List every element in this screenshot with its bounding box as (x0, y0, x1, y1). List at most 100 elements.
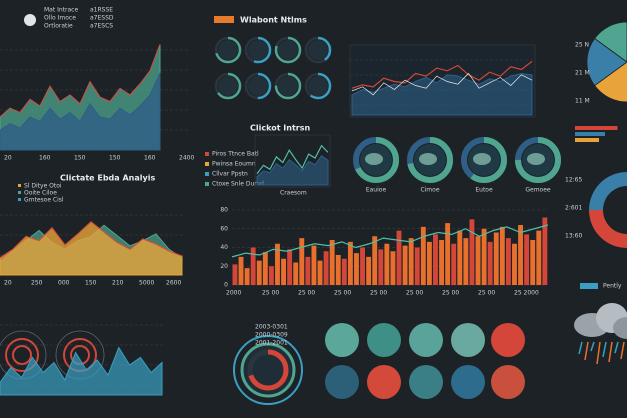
bar (305, 256, 311, 285)
ring-value (244, 36, 272, 64)
y-tick-label: 20 (220, 263, 228, 270)
y-tick-label: 40 (220, 244, 228, 251)
y-tick-label: 60 (220, 225, 228, 232)
rain-drop (596, 341, 601, 365)
x-tick-label: 210 (112, 280, 124, 287)
x-tick-label: 25 00 (406, 290, 423, 297)
legend-swatch (580, 283, 598, 289)
y-tick-label: 80 (220, 207, 228, 214)
panel-title: Clickot Intrsn (250, 124, 311, 133)
x-tick-label: 25 00 (442, 290, 459, 297)
bar (360, 247, 365, 285)
bar (232, 264, 238, 285)
rain-drop (608, 341, 613, 363)
rain-drop (584, 341, 589, 361)
line (0, 44, 161, 118)
ring-value (214, 36, 242, 64)
bar (402, 245, 408, 285)
bar (287, 249, 293, 285)
icon-circle (451, 323, 485, 357)
donut-label: Cimoe (420, 187, 439, 194)
bar (512, 243, 517, 285)
bar (469, 219, 475, 285)
bar (420, 226, 426, 285)
bar (433, 234, 438, 285)
donut-label: Eauioe (366, 187, 387, 194)
bar (299, 238, 305, 285)
y-tick-label: 0 (224, 282, 228, 289)
ring-value (461, 137, 507, 183)
icon-circle (491, 323, 525, 357)
x-tick-label: 2600 (166, 280, 181, 287)
icon-circle (325, 323, 359, 357)
bar (390, 251, 396, 285)
icon-circle (367, 365, 401, 399)
ring-hole (603, 186, 627, 234)
rain-drop (590, 341, 595, 352)
gauge-face (218, 40, 238, 60)
bar (530, 240, 536, 285)
legend-swatch (18, 184, 21, 187)
rain-drop (614, 341, 619, 354)
gauge-face (308, 40, 328, 60)
ring-value (214, 72, 242, 100)
icon-circle (367, 323, 401, 357)
legend-item: Ooite Ciloe (24, 190, 57, 197)
line (0, 221, 183, 259)
bar (451, 243, 457, 285)
bar (323, 251, 329, 285)
bar (329, 240, 335, 285)
bar (505, 238, 511, 285)
bar (575, 126, 618, 130)
x-tick-label: 250 (31, 280, 43, 287)
ring-label: 12:65 (565, 177, 582, 184)
ring-value (515, 137, 561, 183)
legend-item: Mat Intrace (44, 7, 78, 14)
map-blob (527, 153, 545, 165)
map-blob (365, 153, 383, 165)
bar (275, 243, 280, 285)
ring-value (407, 137, 453, 183)
bar (487, 241, 493, 285)
bar (378, 249, 384, 285)
bar (542, 217, 548, 285)
line (351, 72, 533, 96)
bar (256, 260, 262, 285)
legend-swatch (18, 198, 21, 201)
legend-swatch (205, 152, 209, 156)
icon (24, 14, 36, 26)
gauge-outer (233, 335, 303, 405)
icon-circle (325, 365, 359, 399)
bar (250, 247, 256, 285)
pie-slice (586, 37, 627, 87)
bar (575, 132, 605, 136)
x-tick-label: 25 00 (370, 290, 387, 297)
panel-title: Clictate Ebda Analyis (60, 174, 155, 183)
bar (445, 223, 451, 285)
bar (281, 258, 286, 285)
map-blob (473, 153, 491, 165)
legend-item: Sl Ditye Otoi (24, 183, 62, 190)
legend-code: a7ESSD (90, 15, 114, 22)
bar (372, 236, 378, 285)
rain-drop (578, 341, 583, 355)
gauge-face (278, 40, 298, 60)
x-tick-label: 25 2000 (514, 290, 539, 297)
bar (475, 236, 481, 285)
bar (347, 241, 353, 285)
legend-swatch (205, 172, 209, 176)
legend-item: Ctoxe Snle Dumd (212, 181, 264, 188)
x-tick-label: 150 (109, 155, 121, 162)
gauge-face (248, 40, 268, 60)
bar (335, 255, 341, 285)
x-tick-label: 150 (74, 155, 86, 162)
donut-label: Eutoe (475, 187, 493, 194)
bar (463, 238, 469, 285)
panel-bg (254, 134, 331, 188)
panel-title: Wlabont Ntlms (240, 16, 307, 25)
area (0, 72, 161, 151)
gauge-face (278, 76, 298, 96)
legend-swatch (205, 162, 209, 166)
legend-code: a7ESCS (90, 23, 113, 30)
